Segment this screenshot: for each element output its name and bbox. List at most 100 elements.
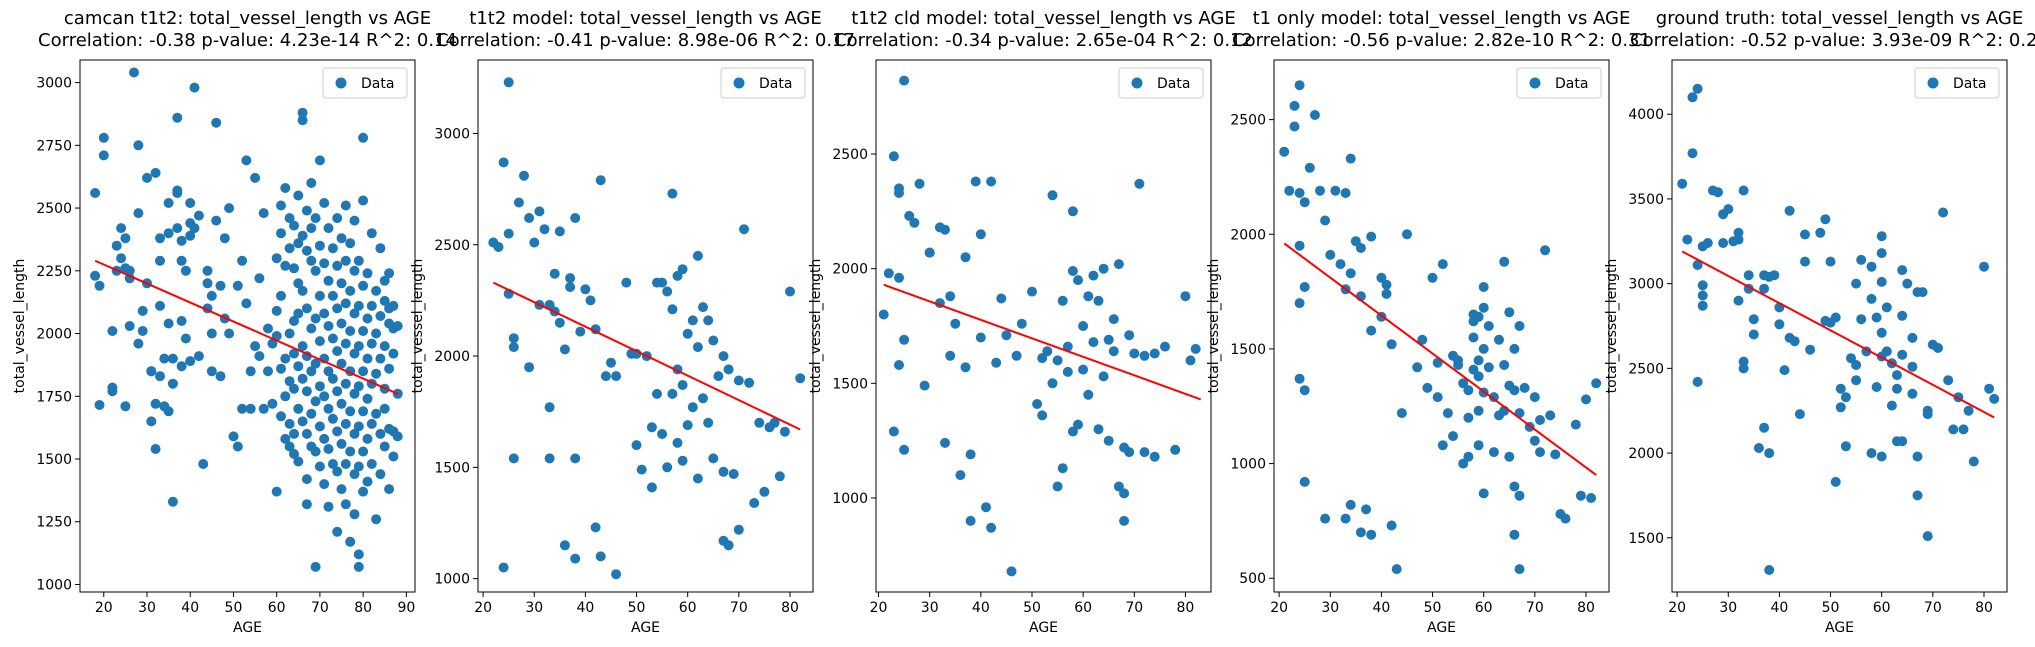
data-point [1499, 360, 1509, 370]
y-tick-label: 1500 [1230, 342, 1266, 358]
data-point [1134, 179, 1144, 189]
data-point [298, 115, 308, 125]
data-point [1703, 238, 1713, 248]
x-tick-label: 60 [1074, 600, 1092, 616]
data-point [1734, 235, 1744, 245]
data-point [1867, 262, 1877, 272]
data-point [647, 422, 657, 432]
data-point [1897, 265, 1907, 275]
data-point [966, 516, 976, 526]
regression-line [1284, 243, 1596, 475]
data-point [1841, 392, 1851, 402]
data-point [302, 429, 312, 439]
data-point [1058, 296, 1068, 306]
data-point [945, 291, 955, 301]
y-tick-label: 2000 [832, 262, 868, 278]
data-point [324, 321, 334, 331]
y-tick-label: 2000 [36, 327, 72, 343]
data-point [1877, 231, 1887, 241]
data-point [358, 487, 368, 497]
data-point [1099, 264, 1109, 274]
data-point [324, 223, 334, 233]
data-point [259, 404, 269, 414]
data-point [795, 373, 805, 383]
data-point [1509, 482, 1519, 492]
data-point [703, 315, 713, 325]
y-tick-label: 1000 [1230, 457, 1266, 473]
data-point [324, 444, 334, 454]
data-point [1325, 250, 1335, 260]
data-point [1754, 443, 1764, 453]
data-point [380, 276, 390, 286]
data-point [596, 175, 606, 185]
data-point [363, 394, 373, 404]
data-point [1346, 268, 1356, 278]
data-point [315, 336, 325, 346]
data-point [332, 303, 342, 313]
data-point [250, 173, 260, 183]
data-point [683, 329, 693, 339]
data-point [1310, 110, 1320, 120]
data-point [328, 334, 338, 344]
data-point [1027, 287, 1037, 297]
data-point [319, 258, 329, 268]
data-point [1083, 390, 1093, 400]
data-point [1489, 447, 1499, 457]
data-point [311, 562, 321, 572]
data-point [1448, 431, 1458, 441]
data-point [509, 333, 519, 343]
data-point [703, 418, 713, 428]
data-point [328, 291, 338, 301]
x-axis-label: AGE [233, 620, 262, 636]
data-point [345, 447, 355, 457]
data-point [1800, 257, 1810, 267]
data-point [667, 389, 677, 399]
data-point [986, 177, 996, 187]
data-point [1114, 259, 1124, 269]
x-axis-label: AGE [1825, 620, 1854, 636]
data-point [519, 171, 529, 181]
chart-title: ground truth: total_vessel_length vs AGE [1656, 8, 2023, 29]
data-point [1836, 384, 1846, 394]
data-point [570, 453, 580, 463]
data-point [1053, 482, 1063, 492]
data-point [894, 273, 904, 283]
data-point [90, 271, 100, 281]
data-point [1688, 148, 1698, 158]
data-point [393, 389, 403, 399]
data-point [1104, 436, 1114, 446]
data-point [302, 499, 312, 509]
x-tick-label: 60 [268, 600, 286, 616]
data-point [363, 434, 373, 444]
data-point [211, 118, 221, 128]
data-point [1160, 342, 1170, 352]
data-point [555, 318, 565, 328]
data-point [899, 445, 909, 455]
data-point [1109, 314, 1119, 324]
data-point [1749, 330, 1759, 340]
data-point [354, 462, 364, 472]
data-point [1356, 243, 1366, 253]
data-point [996, 294, 1006, 304]
plot-frame [876, 60, 1211, 592]
data-point [1759, 423, 1769, 433]
data-point [1723, 204, 1733, 214]
data-point [1140, 351, 1150, 361]
data-point [384, 484, 394, 494]
data-point [358, 406, 368, 416]
data-point [1068, 206, 1078, 216]
data-point [298, 374, 308, 384]
data-point [328, 374, 338, 384]
data-point [289, 429, 299, 439]
legend-label: Data [1953, 76, 1986, 92]
data-point [1433, 392, 1443, 402]
data-point [1509, 530, 1519, 540]
data-point [138, 306, 148, 316]
data-point [1119, 516, 1129, 526]
data-point [1295, 241, 1305, 251]
data-point [1591, 378, 1601, 388]
x-tick-label: 60 [679, 600, 697, 616]
data-point [1561, 514, 1571, 524]
legend: Data [323, 68, 407, 98]
data-point [1907, 389, 1917, 399]
